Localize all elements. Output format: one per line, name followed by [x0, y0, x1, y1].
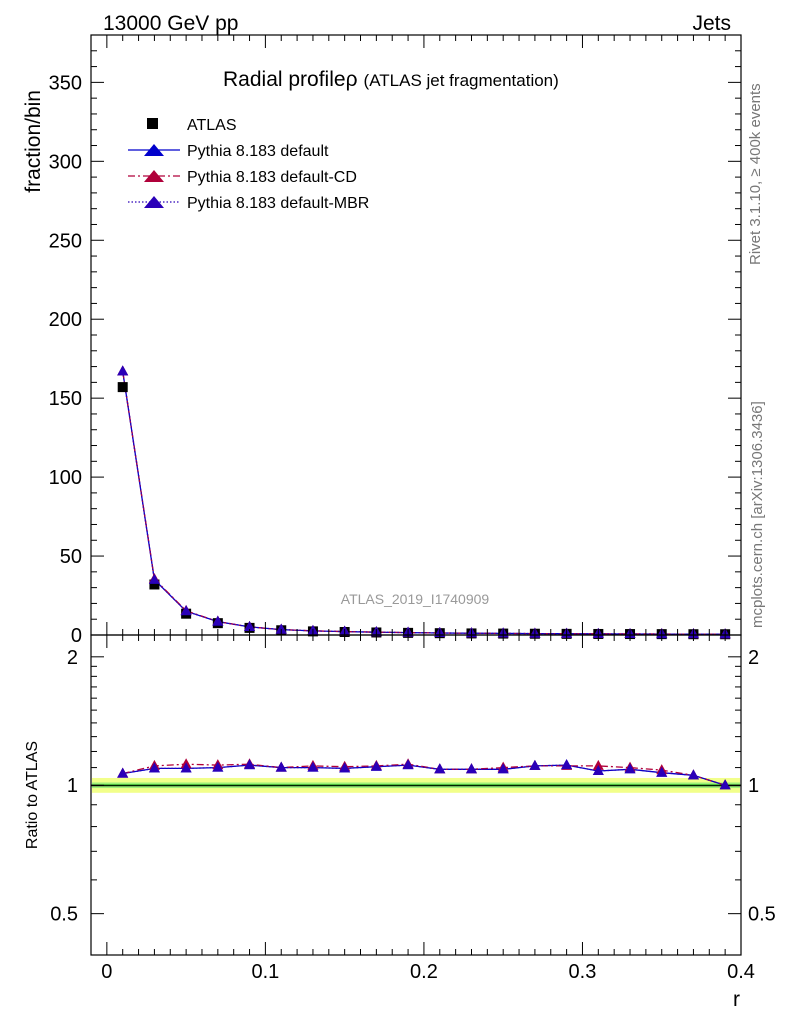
ratio-marker-mbr-0 [117, 767, 129, 778]
ratio-y-tick-label-left-0: 0.5 [50, 904, 78, 926]
x-tick-label-2: 0.2 [410, 961, 438, 983]
x-tick-label-3: 0.3 [569, 961, 597, 983]
legend-atlas-label: ATLAS [187, 117, 237, 134]
title-text: Radial profile [223, 68, 346, 91]
ratio-marker-mbr-19 [719, 779, 731, 790]
ratio-marker-mbr-7 [339, 762, 351, 773]
ratio-marker-mbr-5 [275, 761, 287, 772]
main-y-tick-label-6: 300 [49, 151, 82, 173]
main-y-tick-label-2: 100 [49, 467, 82, 489]
legend-default-label: Pythia 8.183 default [187, 143, 329, 160]
main-y-tick-label-1: 50 [60, 546, 82, 568]
ratio-marker-mbr-2 [180, 762, 192, 773]
analysis-watermark: ATLAS_2019_I1740909 [341, 591, 490, 607]
main-line-mbr [122, 371, 726, 635]
main-y-tick-label-4: 200 [49, 309, 82, 331]
legend-atlas-marker [147, 118, 158, 129]
main-marker-mbr-0 [117, 365, 129, 376]
ratio-y-tick-label-right-0: 0.5 [748, 904, 776, 926]
main-y-tick-label-5: 250 [49, 230, 82, 252]
ratio-marker-mbr-4 [244, 759, 256, 770]
title-subtitle: (ATLAS jet fragmentation) [364, 71, 559, 90]
main-marker-mbr-1 [148, 573, 160, 584]
ratio-marker-mbr-10 [434, 763, 446, 774]
legend: ATLAS Pythia 8.183 default Pythia 8.183 … [128, 117, 369, 212]
main-marker-mbr-2 [180, 605, 192, 616]
ratio-marker-mbr-1 [148, 762, 160, 773]
x-axis-title: r [733, 988, 740, 1011]
x-tick-label-0: 0 [101, 961, 112, 983]
ratio-data-layer [91, 758, 741, 793]
ratio-y-axis-title: Ratio to ATLAS [24, 741, 41, 849]
ratio-marker-mbr-15 [592, 764, 604, 775]
ratio-marker-mbr-18 [687, 769, 699, 780]
header-category-label: Jets [692, 12, 731, 35]
ratio-marker-mbr-12 [497, 763, 509, 774]
mcplots-source-label: mcplots.cern.ch [arXiv:1306.3436] [749, 401, 766, 628]
ratio-plot-frame [90, 634, 742, 956]
ratio-line-mbr [122, 764, 726, 786]
ratio-marker-cd-15 [592, 759, 604, 770]
rivet-version-label: Rivet 3.1.10, ≥ 400k events [747, 83, 764, 265]
ratio-marker-mbr-8 [370, 760, 382, 771]
main-marker-mbr-5 [275, 623, 287, 634]
main-marker-mbr-3 [212, 615, 224, 626]
ratio-y-tick-label-right-2: 2 [748, 647, 759, 669]
ratio-marker-mbr-16 [624, 763, 636, 774]
legend-mbr-marker [144, 196, 164, 208]
legend-mbr-label: Pythia 8.183 default-MBR [187, 195, 369, 212]
main-chart-title: Radial profileρ (ATLAS jet fragmentation) [223, 68, 559, 91]
main-data-point-1 [149, 579, 160, 590]
x-tick-label-1: 0.1 [251, 961, 279, 983]
title-rho-symbol: ρ [346, 68, 358, 91]
main-y-axis-title: fraction/bin [22, 90, 45, 193]
main-y-tick-label-7: 350 [49, 72, 82, 94]
legend-cd-label: Pythia 8.183 default-CD [187, 169, 357, 186]
ratio-marker-mbr-14 [561, 759, 573, 770]
ratio-marker-mbr-6 [307, 761, 319, 772]
legend-cd-marker [144, 170, 164, 182]
ratio-marker-mbr-9 [402, 759, 414, 770]
ratio-y-tick-label-left-1: 1 [67, 775, 78, 797]
main-data-point-0 [117, 382, 128, 393]
main-y-tick-label-0: 0 [71, 625, 82, 647]
ratio-marker-mbr-17 [656, 766, 668, 777]
ratio-marker-mbr-3 [212, 761, 224, 772]
ratio-y-tick-label-right-1: 1 [748, 775, 759, 797]
main-marker-mbr-4 [244, 620, 256, 631]
ratio-y-tick-label-left-2: 2 [67, 647, 78, 669]
ratio-marker-mbr-13 [529, 759, 541, 770]
legend-default-marker [144, 144, 164, 156]
header-collision-label: 13000 GeV pp [103, 12, 238, 35]
main-y-tick-label-3: 150 [49, 388, 82, 410]
x-tick-label-4: 0.4 [727, 961, 755, 983]
ratio-marker-mbr-11 [465, 763, 477, 774]
